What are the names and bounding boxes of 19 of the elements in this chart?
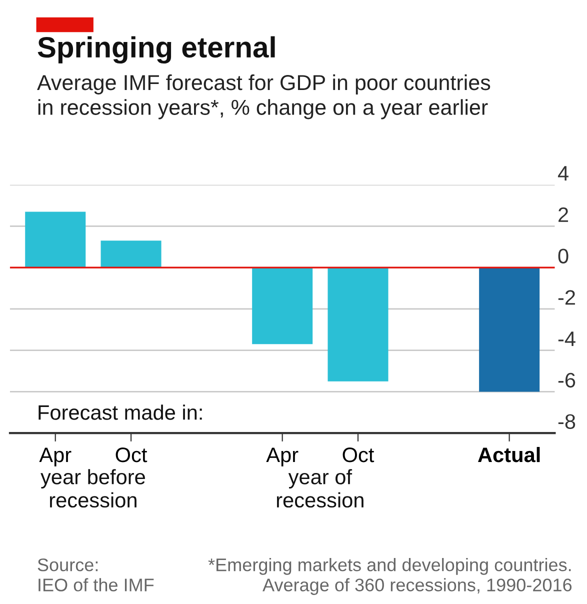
y-tick-label: 4 <box>558 166 568 180</box>
y-tick-label: -8 <box>558 414 576 429</box>
text: *Emerging markets and developing countries. Average of 360 recessions, 1990-2016 <box>208 558 572 595</box>
y-tick-label: 2 <box>558 207 568 222</box>
x-tick-label: Apr <box>39 448 72 466</box>
x-tick-label: Actual <box>478 446 540 462</box>
chart-title: Springing eternal <box>38 36 275 64</box>
y-tick-label: 0 <box>558 248 568 264</box>
x-tick-label: Oct <box>342 448 374 462</box>
x-tick-label: Oct <box>116 448 148 462</box>
y-tick-label: -2 <box>558 290 575 305</box>
x-tick-label: Apr <box>266 448 298 466</box>
source-note: Source: IEO of the IMF <box>38 558 154 592</box>
annotation: Forecast made in: <box>38 404 202 420</box>
y-tick-label: -4 <box>558 332 576 346</box>
y-tick-label: -6 <box>558 372 576 388</box>
chart-subtitle: Average IMF forecast for GDP in poor countries in recession years*, % change on a year earlier <box>37 74 490 120</box>
text: year before recession <box>40 469 145 508</box>
text: year of recession <box>276 469 364 508</box>
